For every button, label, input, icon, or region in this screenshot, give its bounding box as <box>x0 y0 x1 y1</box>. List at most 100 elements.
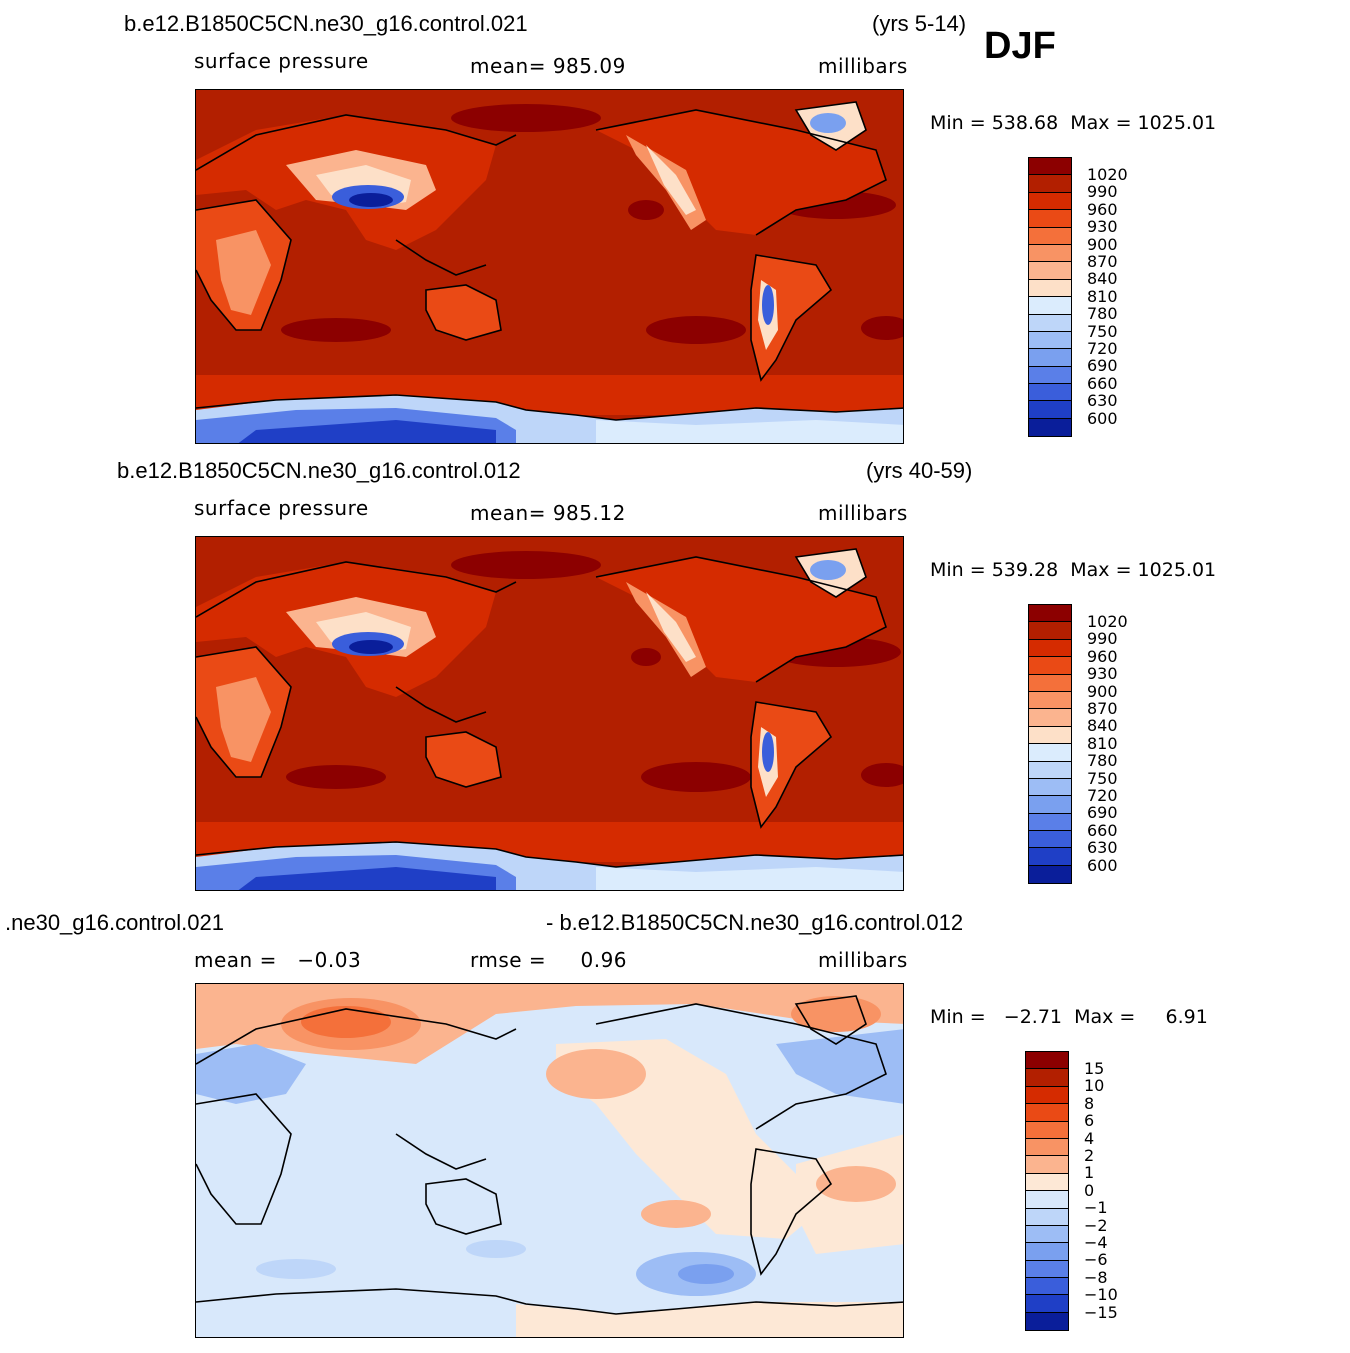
panel-2-units: millibars <box>818 501 908 525</box>
panel-2-colorbar-box <box>1029 674 1071 692</box>
colorbar-label: −15 <box>1084 1303 1118 1322</box>
panel-2-colorbar-box <box>1029 709 1071 727</box>
panel-1-colorbar-box <box>1029 279 1071 298</box>
colorbar-label: 720 <box>1087 339 1118 358</box>
colorbar-label: 2 <box>1084 1146 1095 1165</box>
colorbar-label: 960 <box>1087 647 1118 666</box>
colorbar-label: 660 <box>1087 821 1118 840</box>
panel-3-colorbar <box>1025 1051 1069 1332</box>
colorbar-label: 930 <box>1087 217 1118 236</box>
colorbar-label: 0 <box>1084 1181 1095 1200</box>
panel-1-case-title: b.e12.B1850C5CN.ne30_g16.control.021 <box>124 11 528 36</box>
colorbar-label: 960 <box>1087 200 1118 219</box>
colorbar-label: 810 <box>1087 734 1118 753</box>
colorbar-label: 15 <box>1084 1059 1105 1078</box>
colorbar-label: 600 <box>1087 409 1118 428</box>
panel-3-minmax: Min = −2.71 Max = 6.91 <box>930 1006 1208 1028</box>
colorbar-label: 810 <box>1087 287 1118 306</box>
panel-1-colorbar-box <box>1029 349 1071 367</box>
panel-3-colorbar-box <box>1026 1295 1068 1313</box>
panel-1-colorbar-box <box>1029 331 1071 350</box>
colorbar-label: 1 <box>1084 1163 1095 1182</box>
panel-3-colorbar-box <box>1026 1104 1068 1122</box>
panel-1-colorbar-box <box>1029 175 1071 193</box>
panel-1-colorbar-box <box>1029 192 1071 211</box>
panel-2-case-title: b.e12.B1850C5CN.ne30_g16.control.012 <box>117 458 521 483</box>
panel-2-colorbar-box <box>1029 761 1071 779</box>
panel-2-map <box>195 536 904 891</box>
colorbar-label: 990 <box>1087 182 1118 201</box>
colorbar-label: −8 <box>1084 1268 1108 1287</box>
colorbar-label: 1020 <box>1087 165 1128 184</box>
colorbar-label: 660 <box>1087 374 1118 393</box>
panel-2-colorbar-box <box>1029 639 1071 658</box>
panel-1-colorbar-box <box>1029 366 1071 385</box>
panel-1-colorbar-box <box>1029 210 1071 228</box>
panel-3-rmse: rmse = 0.96 <box>470 948 628 972</box>
panel-2-colorbar-box <box>1029 744 1071 762</box>
panel-3-colorbar-box <box>1026 1312 1068 1331</box>
colorbar-label: 6 <box>1084 1111 1095 1130</box>
colorbar-label: −10 <box>1084 1285 1118 1304</box>
panel-3-map <box>195 983 904 1338</box>
panel-3-colorbar-box <box>1026 1243 1068 1261</box>
colorbar-label: 750 <box>1087 322 1118 341</box>
panel-1-colorbar-box <box>1029 158 1071 176</box>
panel-3-map-graphic <box>196 984 903 1337</box>
season-label: DJF <box>984 25 1056 67</box>
panel-2-map-graphic <box>196 537 903 890</box>
colorbar-label: 750 <box>1087 769 1118 788</box>
panel-1-colorbar-box <box>1029 418 1071 437</box>
colorbar-label: −2 <box>1084 1216 1108 1235</box>
panel-1-units: millibars <box>818 54 908 78</box>
colorbar-label: 990 <box>1087 629 1118 648</box>
panel-3-colorbar-box <box>1026 1121 1068 1139</box>
panel-3-colorbar-box <box>1026 1173 1068 1192</box>
panel-2-years: (yrs 40-59) <box>866 458 973 483</box>
colorbar-label: 840 <box>1087 716 1118 735</box>
panel-2-colorbar-box <box>1029 726 1071 745</box>
panel-3-colorbar-box <box>1026 1278 1068 1296</box>
colorbar-label: 690 <box>1087 803 1118 822</box>
panel-2-colorbar-box <box>1029 865 1071 884</box>
panel-3-colorbar-box <box>1026 1069 1068 1087</box>
panel-3-case-title: .ne30_g16.control.021 <box>5 910 224 935</box>
colorbar-label: −4 <box>1084 1233 1108 1252</box>
panel-2-colorbar-box <box>1029 831 1071 849</box>
panel-2-minmax: Min = 539.28 Max = 1025.01 <box>930 559 1217 581</box>
panel-2-colorbar-box <box>1029 691 1071 710</box>
colorbar-label: 630 <box>1087 391 1118 410</box>
colorbar-label: 780 <box>1087 751 1118 770</box>
panel-1-map <box>195 89 904 444</box>
colorbar-label: 900 <box>1087 682 1118 701</box>
colorbar-label: −1 <box>1084 1198 1108 1217</box>
panel-1-colorbar-box <box>1029 227 1071 245</box>
panel-2-colorbar-box <box>1029 796 1071 814</box>
colorbar-label: 840 <box>1087 269 1118 288</box>
panel-2-colorbar-box <box>1029 657 1071 675</box>
colorbar-label: 4 <box>1084 1129 1095 1148</box>
panel-3-colorbar-box <box>1026 1156 1068 1174</box>
colorbar-label: 630 <box>1087 838 1118 857</box>
panel-1-years: (yrs 5-14) <box>872 11 967 36</box>
panel-3-colorbar-box <box>1026 1086 1068 1105</box>
panel-1-colorbar-box <box>1029 401 1071 419</box>
panel-3-case2-title: - b.e12.B1850C5CN.ne30_g16.control.012 <box>546 910 964 935</box>
panel-3-units: millibars <box>818 948 908 972</box>
panel-1-colorbar-box <box>1029 384 1071 402</box>
colorbar-label: 780 <box>1087 304 1118 323</box>
panel-3-colorbar-box <box>1026 1260 1068 1279</box>
panel-2-colorbar-box <box>1029 622 1071 640</box>
panel-1-colorbar-box <box>1029 297 1071 315</box>
colorbar-label: 600 <box>1087 856 1118 875</box>
colorbar-label: 8 <box>1084 1094 1095 1113</box>
panel-1-variable: surface pressure <box>194 49 369 73</box>
panel-2-colorbar-box <box>1029 813 1071 832</box>
panel-2-colorbar-box <box>1029 848 1071 866</box>
panel-3-mean: mean = −0.03 <box>194 948 362 972</box>
colorbar-label: 900 <box>1087 235 1118 254</box>
colorbar-label: 720 <box>1087 786 1118 805</box>
panel-1-colorbar-box <box>1029 262 1071 280</box>
panel-1-mean: mean= 985.09 <box>470 54 626 78</box>
panel-1-colorbar-box <box>1029 244 1071 263</box>
